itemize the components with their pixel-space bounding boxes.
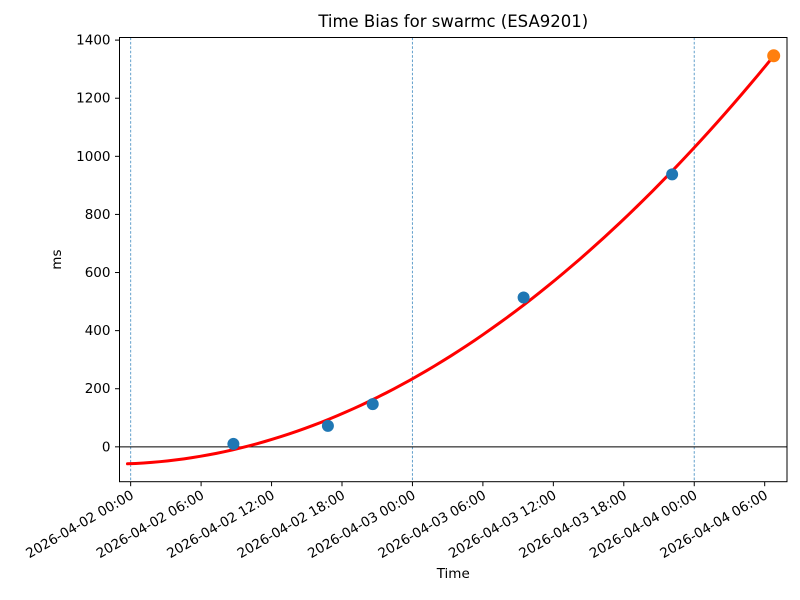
y-tick-label: 1000 [76, 149, 110, 165]
data-point [227, 437, 240, 450]
y-tick-label: 600 [85, 265, 111, 281]
x-axis-label: Time [436, 566, 470, 582]
data-point [517, 291, 530, 304]
data-point [666, 168, 679, 181]
scatter-points [227, 49, 781, 450]
y-tick-label: 800 [85, 207, 111, 223]
y-tick-label: 1200 [76, 91, 110, 107]
y-tick-label: 400 [85, 323, 111, 339]
data-point [366, 398, 379, 411]
y-tick-label: 200 [85, 381, 111, 397]
axes-frame [119, 37, 788, 483]
y-tick-label: 1400 [76, 33, 110, 49]
day-boundary-gridlines [130, 37, 695, 482]
y-tick-label: 0 [102, 439, 111, 455]
data-point [767, 49, 781, 63]
chart-title: Time Bias for swarmc (ESA9201) [317, 12, 588, 31]
data-point [321, 419, 334, 432]
y-axis-ticks: 0 200 400 600 800 1000 1200 1400 [76, 33, 120, 455]
y-axis-label: ms [49, 250, 65, 270]
